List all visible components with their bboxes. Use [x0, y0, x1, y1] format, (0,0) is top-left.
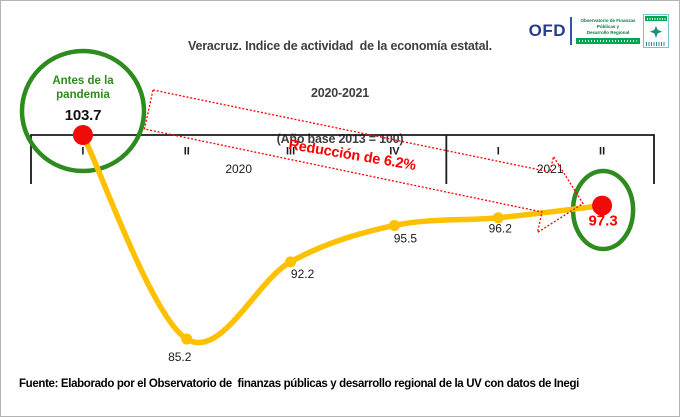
uv-logo-caption [646, 42, 666, 46]
uv-emblem-icon [649, 25, 663, 38]
data-point [181, 333, 193, 345]
uv-logo-block [643, 14, 669, 48]
trend-line [80, 132, 605, 346]
data-point-label: 85.2 [168, 350, 192, 364]
highlight-data-point [72, 125, 93, 145]
data-point-label: 92.2 [291, 267, 315, 281]
chart-title-line2: 2020-2021 [311, 85, 369, 100]
data-point [492, 212, 504, 224]
logo-divider [570, 17, 572, 45]
logo-org-line1: Observatorio de Finanzas Públicas y [580, 18, 636, 29]
quarter-label: I [497, 146, 500, 158]
pre-pandemic-label-line1: Antes de la [52, 75, 114, 87]
quarter-label: I [81, 146, 84, 158]
quarter-label: III [286, 146, 295, 158]
data-point [285, 256, 297, 268]
x-axis [30, 134, 655, 184]
data-point [388, 219, 400, 231]
quarter-label: II [184, 146, 190, 158]
chart-title-line1: Veracruz. Indice de actividad de la econ… [188, 39, 492, 53]
logo-org-block: Observatorio de Finanzas Públicas y Desa… [576, 18, 640, 44]
ofd-logo: OFD Observatorio de Finanzas Públicas y … [529, 14, 669, 48]
pre-pandemic-value: 103.7 [64, 107, 102, 124]
pre-pandemic-label: Antes de la pandemia [35, 74, 131, 102]
data-point-label: 96.2 [489, 222, 513, 236]
pre-pandemic-circle [19, 48, 147, 174]
quarter-label: IV [389, 146, 400, 158]
quarter-label: II [599, 146, 605, 158]
data-point-label: 97.3 [588, 213, 617, 230]
reduction-arrow [143, 89, 584, 234]
uv-logo-strip [645, 16, 667, 21]
data-point-label: 95.5 [394, 231, 418, 245]
pre-pandemic-label-line2: pandemia [56, 89, 110, 101]
year-label: 2020 [225, 162, 252, 176]
ofd-logo-abbr: OFD [528, 21, 566, 40]
logo-org-line2: Desarrollo Regional [586, 30, 630, 35]
logo-banner [576, 38, 640, 44]
highlight-data-point [592, 195, 613, 216]
source-footer: Fuente: Elaborado por el Observatorio de… [19, 378, 579, 390]
